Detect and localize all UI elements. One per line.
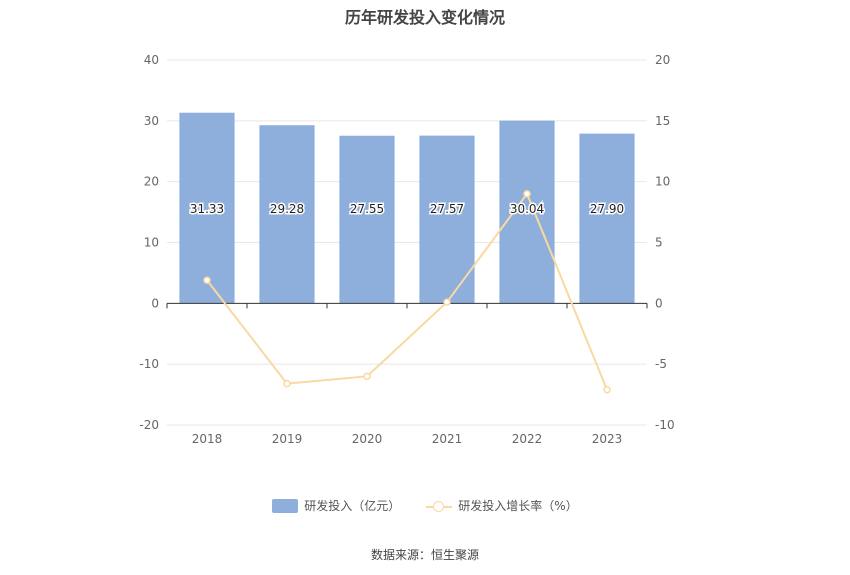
x-tick-label: 2021 xyxy=(432,432,463,446)
bar-value-label: 31.33 xyxy=(190,202,224,216)
y-right-tick-label: -5 xyxy=(655,357,667,371)
y-right-tick-label: 10 xyxy=(655,175,670,189)
legend-item-bar[interactable]: 研发投入（亿元） xyxy=(272,497,400,514)
bar xyxy=(579,133,635,304)
growth-point xyxy=(363,372,371,381)
growth-point xyxy=(283,379,291,388)
x-tick-label: 2022 xyxy=(512,432,543,446)
chart-title: 历年研发投入变化情况 xyxy=(344,8,505,27)
y-right-tick-label: 15 xyxy=(655,114,670,128)
y-left-tick-label: -10 xyxy=(139,357,159,371)
growth-point xyxy=(203,276,211,284)
growth-point xyxy=(523,190,531,198)
legend: 研发投入（亿元） 研发投入增长率（%） xyxy=(0,497,850,514)
y-right-tick-label: 5 xyxy=(655,236,663,250)
y-right-tick-label: -10 xyxy=(655,418,675,432)
source-note: 数据来源：恒生聚源 xyxy=(370,548,479,562)
bar xyxy=(419,135,475,304)
growth-point xyxy=(443,298,451,306)
y-left-tick-label: 0 xyxy=(151,296,159,310)
bar xyxy=(179,112,235,304)
y-left-tick-label: 40 xyxy=(144,53,159,67)
legend-label-line: 研发投入增长率（%） xyxy=(458,499,578,513)
bar xyxy=(339,135,395,304)
y-left-tick-label: 10 xyxy=(144,236,159,250)
y-right-tick-label: 0 xyxy=(655,296,663,310)
y-left-tick-label: -20 xyxy=(139,418,159,432)
growth-line xyxy=(206,191,608,391)
bar-value-label: 27.55 xyxy=(350,202,384,216)
bar-value-label: 27.90 xyxy=(590,202,624,216)
bar xyxy=(499,120,555,304)
bar-value-label: 30.04 xyxy=(510,202,544,216)
growth-point xyxy=(603,385,611,394)
x-tick-label: 2023 xyxy=(592,432,623,446)
x-tick-label: 2018 xyxy=(192,432,223,446)
legend-line-swatch xyxy=(426,499,453,513)
y-right-tick-label: 20 xyxy=(655,53,670,67)
legend-item-line[interactable]: 研发投入增长率（%） xyxy=(426,497,578,514)
legend-label-bar: 研发投入（亿元） xyxy=(304,499,401,513)
x-tick-label: 2020 xyxy=(352,432,383,446)
y-left-tick-label: 20 xyxy=(144,175,159,189)
bar xyxy=(259,125,315,304)
bar-value-label: 29.28 xyxy=(270,202,304,216)
bar-value-label: 27.57 xyxy=(430,202,464,216)
legend-bar-swatch xyxy=(272,498,299,513)
y-left-tick-label: 30 xyxy=(144,114,159,128)
x-tick-label: 2019 xyxy=(272,432,303,446)
